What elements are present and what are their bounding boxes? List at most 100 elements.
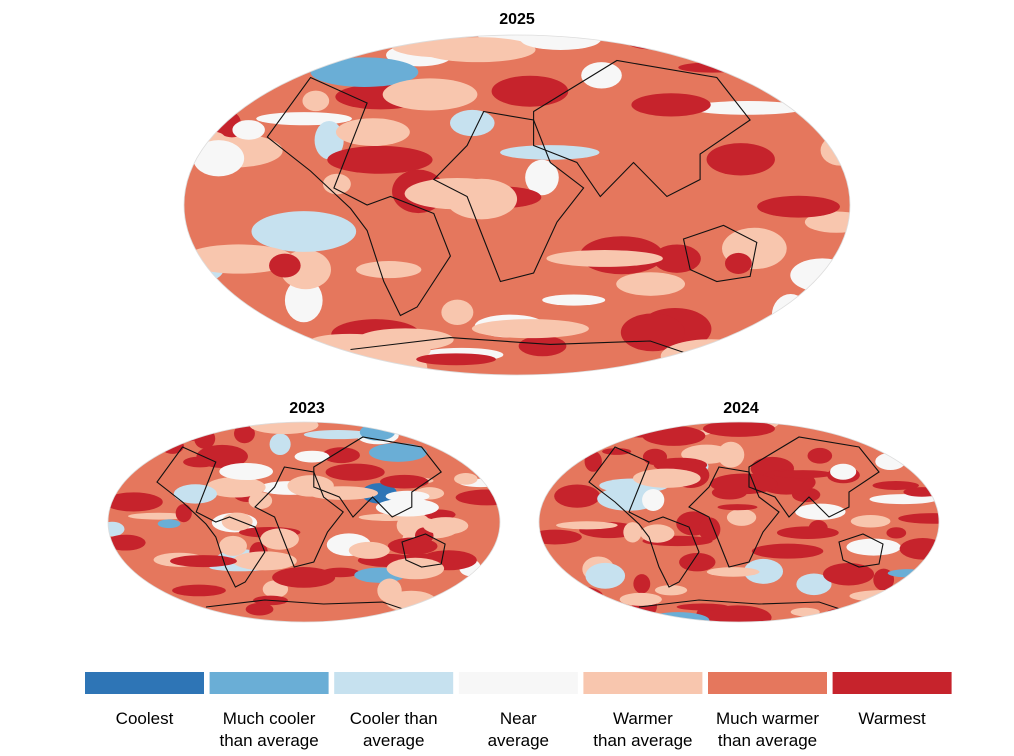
- anomaly-region: [377, 578, 402, 603]
- legend-label: average: [488, 731, 549, 750]
- legend-swatch: [334, 672, 454, 694]
- map-title: 2025: [499, 11, 535, 28]
- anomaly-region: [542, 294, 606, 306]
- anomaly-region: [706, 143, 775, 176]
- anomaly-region: [824, 607, 867, 622]
- anomaly-region: [454, 473, 478, 485]
- map-outline: [107, 421, 501, 623]
- anomaly-region: [449, 109, 495, 137]
- anomaly-region: [823, 562, 875, 586]
- anomaly-region: [710, 473, 778, 495]
- anomaly-region: [175, 504, 192, 523]
- anomaly-region: [679, 552, 716, 572]
- coastline: [682, 224, 758, 283]
- anomaly-region: [887, 422, 911, 432]
- anomaly-region: [157, 519, 181, 529]
- anomaly-region: [127, 512, 190, 520]
- legend-label: Warmest: [858, 709, 926, 728]
- anomaly-region: [525, 159, 559, 196]
- legend-label: Much cooler: [223, 709, 316, 728]
- anomaly-region: [441, 299, 474, 326]
- anomaly-region: [387, 537, 438, 555]
- map-title: 2024: [723, 400, 759, 417]
- anomaly-region: [310, 333, 389, 348]
- coastline: [254, 466, 344, 568]
- anomaly-region: [771, 293, 810, 337]
- coastline: [401, 533, 446, 568]
- anomaly-region: [335, 118, 410, 146]
- anomaly-region: [807, 447, 833, 464]
- anomaly-region: [108, 521, 125, 537]
- anomaly-region: [899, 538, 939, 560]
- anomaly-region: [205, 476, 266, 498]
- anomaly-region: [272, 567, 336, 588]
- anomaly-region: [856, 600, 924, 618]
- anomaly-region: [369, 443, 427, 462]
- anomaly-region: [327, 145, 433, 174]
- anomaly-region: [726, 509, 757, 526]
- anomaly-region: [287, 475, 334, 497]
- anomaly-region: [654, 585, 688, 596]
- anomaly-region: [193, 140, 245, 177]
- anomaly-region: [619, 592, 662, 606]
- anomaly-region: [546, 250, 663, 267]
- anomaly-region: [302, 90, 330, 112]
- anomaly-region: [420, 37, 536, 63]
- anomaly-region: [422, 517, 469, 535]
- coastline: [432, 110, 585, 283]
- anomaly-region: [249, 422, 319, 435]
- legend-label: Much warmer: [716, 709, 819, 728]
- legend-swatch: [458, 672, 578, 694]
- coastline: [313, 436, 442, 518]
- anomaly-region: [404, 177, 510, 210]
- anomaly-region: [631, 93, 711, 117]
- anomaly-region: [633, 574, 651, 594]
- coastline: [350, 337, 701, 359]
- anomaly-region: [184, 46, 238, 87]
- anomaly-region: [190, 73, 226, 107]
- anomaly-region: [232, 551, 297, 571]
- anomaly-region: [386, 557, 445, 580]
- legend-label: Cooler than: [350, 709, 438, 728]
- anomaly-region: [743, 558, 784, 584]
- anomaly-region: [724, 252, 752, 274]
- anomaly-region: [322, 447, 360, 464]
- anomaly-region: [108, 492, 163, 512]
- anomaly-region: [556, 521, 618, 530]
- anomaly-region: [706, 567, 760, 577]
- anomaly-region: [284, 278, 323, 323]
- legend-label: Warmer: [613, 709, 673, 728]
- legend-label: than average: [718, 731, 817, 750]
- anomaly-region: [219, 463, 273, 481]
- anomaly-region: [540, 422, 567, 439]
- map-outline: [183, 34, 851, 376]
- anomaly-region: [720, 45, 781, 62]
- anomaly-region: [703, 422, 775, 437]
- anomaly-region: [269, 253, 301, 278]
- anomaly-region: [380, 474, 429, 489]
- anomaly-region: [325, 463, 385, 481]
- anomaly-region: [549, 585, 604, 607]
- anomaly-region: [585, 562, 626, 589]
- anomaly-region: [303, 429, 372, 440]
- anomaly-region: [136, 608, 175, 616]
- anomaly-region: [455, 489, 500, 506]
- anomaly-region: [219, 535, 247, 556]
- anomaly-region: [382, 78, 478, 111]
- anomaly-region: [688, 101, 807, 115]
- anomaly-region: [846, 538, 901, 556]
- anomaly-region: [776, 526, 839, 539]
- anomaly-region: [172, 584, 226, 597]
- anomaly-region: [183, 456, 217, 468]
- anomaly-region: [795, 503, 846, 520]
- anomaly-region: [356, 261, 422, 279]
- anomaly-region: [642, 489, 665, 512]
- legend-label: Coolest: [116, 709, 174, 728]
- anomaly-region: [539, 606, 609, 614]
- anomaly-region: [170, 555, 237, 568]
- anomaly-region: [294, 450, 330, 463]
- anomaly-region: [850, 514, 891, 528]
- anomaly-region: [108, 608, 154, 615]
- coastline: [205, 599, 412, 613]
